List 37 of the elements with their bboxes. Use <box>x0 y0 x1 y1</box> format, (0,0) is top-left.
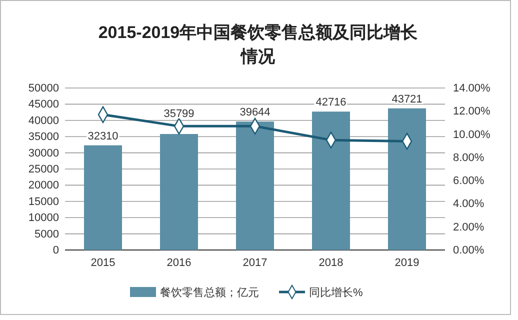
x-tick-label: 2016 <box>166 256 192 269</box>
bar <box>160 134 198 250</box>
y-tick-label: 25000 <box>28 164 59 176</box>
y2-tick-label: 0.00% <box>453 244 484 257</box>
y2-tick-label: 2.00% <box>453 221 484 234</box>
y-tick-label: 10000 <box>28 212 59 224</box>
x-tick-label: 2015 <box>90 256 116 269</box>
y-tick-label: 50000 <box>28 82 59 95</box>
y2-tick-label: 10.00% <box>453 128 491 141</box>
bar <box>236 122 274 250</box>
y2-tick-label: 8.00% <box>453 152 484 164</box>
y-tick-label: 30000 <box>28 147 59 160</box>
y-tick-label: 5000 <box>34 228 59 240</box>
legend-label: 餐饮零售总额；亿元 <box>160 286 259 299</box>
data-label: 35799 <box>164 108 194 120</box>
data-label: 39644 <box>240 106 270 119</box>
y2-tick-label: 14.00% <box>453 82 491 95</box>
y2-tick-label: 12.00% <box>453 106 491 118</box>
y-tick-label: 20000 <box>28 180 59 192</box>
data-label: 43721 <box>392 93 422 106</box>
legend-label: 同比增长% <box>309 286 363 299</box>
data-label: 32310 <box>88 130 118 142</box>
y-tick-label: 45000 <box>28 98 59 111</box>
x-tick-label: 2019 <box>394 256 420 269</box>
y-tick-label: 0 <box>52 244 59 257</box>
data-label: 42716 <box>316 96 346 109</box>
x-tick-label: 2018 <box>318 256 344 269</box>
bar <box>388 108 426 250</box>
x-tick-label: 2017 <box>242 256 268 269</box>
y-tick-label: 40000 <box>28 114 59 127</box>
chart-title: 2015-2019年中国餐饮零售总额及同比增长情况 <box>98 23 419 66</box>
bar <box>312 112 350 250</box>
bar <box>84 145 122 250</box>
y-tick-label: 15000 <box>28 196 59 208</box>
y-tick-label: 35000 <box>28 131 59 144</box>
y2-tick-label: 4.00% <box>453 198 484 210</box>
y2-tick-label: 6.00% <box>453 175 484 188</box>
